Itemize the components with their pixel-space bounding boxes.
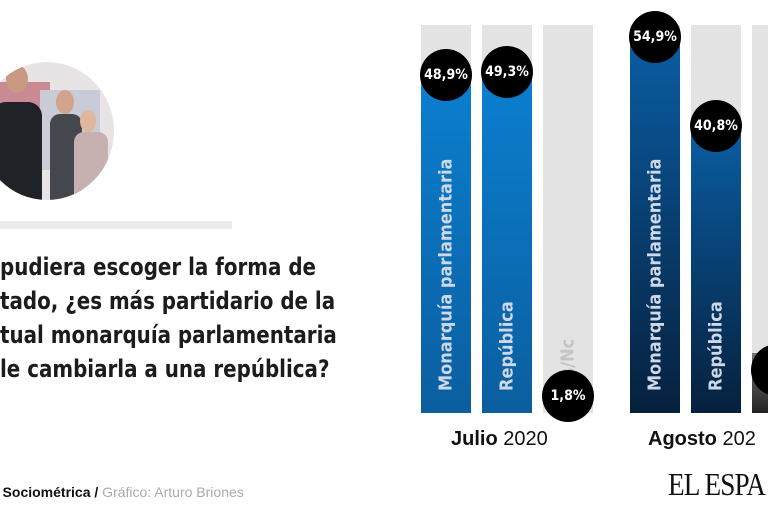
bar-fill <box>482 72 532 413</box>
question-line: le cambiarla a una república? <box>0 355 330 383</box>
period-month: Agosto <box>648 428 717 450</box>
source-line: : Sociométrica / Gráfico: Arturo Briones <box>0 484 244 500</box>
bar-fill <box>421 74 471 413</box>
question-line: tual monarquía parlamentaria <box>0 321 337 349</box>
bar-category-label: Monarquía parlamentaria <box>435 158 457 391</box>
value-bubble: 1,8% <box>542 370 594 422</box>
value-bubble: 54,9% <box>629 11 681 64</box>
period-month: Julio <box>451 428 498 450</box>
bar-track: Monarquía parlamentaria <box>630 25 680 413</box>
value-bubble: 49,3% <box>481 46 533 99</box>
bar-category-label: República <box>705 301 727 391</box>
divider <box>0 221 232 229</box>
period-year: 202 <box>716 428 756 450</box>
graphic-credit: Gráfico: Arturo Briones <box>102 484 244 500</box>
question-line: tado, ¿es más partidario de la <box>0 287 336 315</box>
bar-category-label: República <box>496 301 518 391</box>
value-bubble: 4 <box>751 344 768 396</box>
royal-family-photo <box>0 62 114 200</box>
source-text: : Sociométrica <box>0 484 91 500</box>
question-line: pudiera escoger la forma de <box>0 253 317 281</box>
bar-fill <box>691 125 741 413</box>
survey-question: pudiera escoger la forma de tado, ¿es má… <box>0 250 368 386</box>
value-bubble: 48,9% <box>420 48 472 101</box>
bar-fill <box>630 37 680 413</box>
bar-track: Ns/Nc <box>543 25 593 413</box>
el-espanol-logo: EL ESPA <box>668 466 766 502</box>
period-label: Julio 2020 <box>451 428 548 451</box>
source-separator: / <box>90 484 103 500</box>
bar-category-label: Monarquía parlamentaria <box>644 158 666 391</box>
bar-track: República <box>691 25 741 413</box>
period-label: Agosto 202 <box>648 428 756 451</box>
period-year: 2020 <box>497 428 548 450</box>
value-bubble: 40,8% <box>690 99 742 152</box>
